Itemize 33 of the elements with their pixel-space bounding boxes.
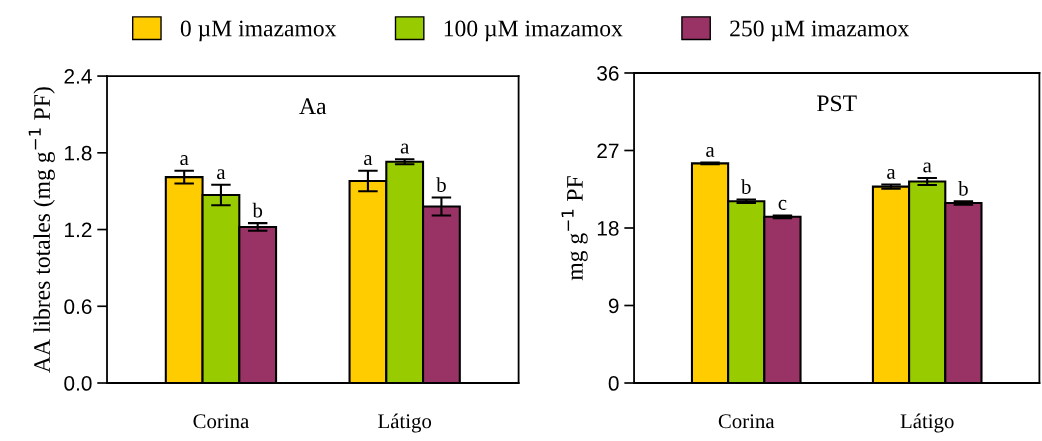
- annotation: a: [923, 162, 932, 173]
- x-tick-label: Corina: [718, 414, 775, 429]
- y-tick-label: 18: [597, 221, 619, 236]
- annotation: a: [180, 155, 189, 166]
- y-tick-label: 36: [597, 65, 619, 81]
- annotation: a: [706, 146, 715, 157]
- annotation: b: [958, 181, 968, 196]
- y-tick-label: 0.6: [64, 299, 92, 315]
- y-tick-label: 9: [608, 298, 619, 314]
- text: PST: [817, 95, 857, 112]
- y-tick-label: 27: [597, 143, 619, 159]
- y-tick-label: 1.8: [65, 145, 92, 161]
- annotation: a: [364, 155, 373, 166]
- y-tick-label: 2.4: [64, 69, 92, 84]
- x-tick-label: Látigo: [378, 413, 432, 433]
- legend-label: 0 µM imazamox: [180, 20, 337, 42]
- annotation: b: [741, 179, 751, 194]
- annotation: c: [778, 199, 787, 210]
- annotation: a: [887, 168, 896, 179]
- annotation: b: [252, 202, 263, 218]
- annotation: a: [217, 169, 226, 180]
- y-axis-title: mg g$^{−1}$ PF: [561, 176, 588, 281]
- legend-label: 100 µM imazamox: [444, 20, 623, 42]
- y-tick-label: 1.2: [65, 222, 92, 238]
- y-tick-label: 0.0: [64, 376, 92, 391]
- annotation: a: [400, 143, 410, 154]
- x-tick-label: Corina: [193, 414, 249, 429]
- annotation: b: [436, 177, 446, 192]
- y-tick-label: 0: [608, 376, 619, 391]
- x-tick-label: Látigo: [900, 413, 954, 433]
- legend-label: 250 µM imazamox: [730, 20, 910, 42]
- y-axis-title: AA libres totales (mg g$^{−1}$ PF): [28, 87, 55, 373]
- text: Aa: [299, 98, 327, 115]
